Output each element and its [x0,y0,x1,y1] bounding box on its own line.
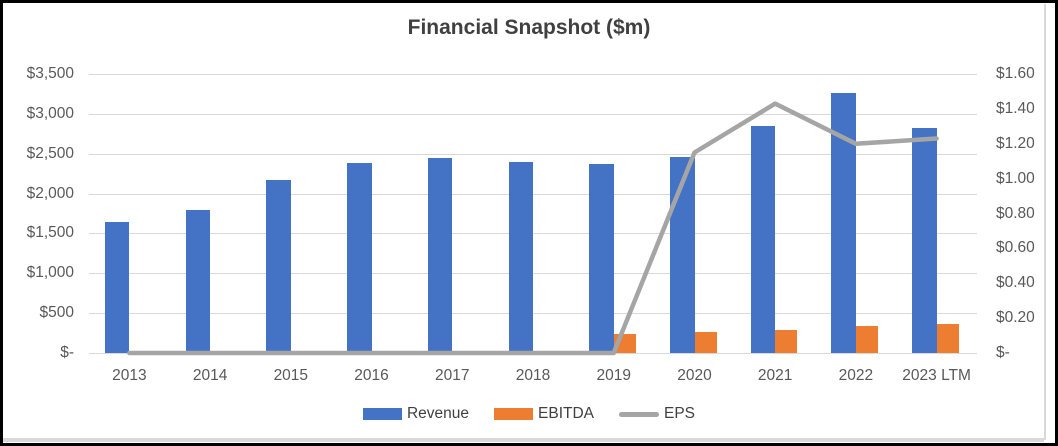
x-axis-category-label: 2021 [757,367,793,384]
left-axis-tick-label: $2,000 [26,184,74,202]
x-axis-category-label: 2017 [435,367,470,384]
x-axis-category-label: 2022 [838,367,874,384]
left-axis-tick-label: $2,500 [26,144,74,162]
right-axis-tick-label: $0.40 [996,274,1035,292]
legend-swatch-ebitda [494,408,534,420]
legend-label: Revenue [406,405,470,422]
legend: Revenue EBITDA EPS [0,405,1058,423]
gridline [89,193,977,195]
legend-label: EPS [664,405,696,422]
gridline [89,153,977,155]
x-axis-category-label: 2023 LTM [902,367,971,384]
ebitda-bar [775,329,798,353]
gridline [89,74,977,75]
legend-item-ebitda: EBITDA [494,405,594,423]
revenue-bar [670,156,695,353]
x-axis-category-label: 2014 [192,367,228,384]
eps-line-layer [127,101,939,356]
legend-swatch-eps-line [619,411,659,417]
chart-object-border-bottom [3,438,1044,442]
legend-item-revenue: Revenue [362,405,470,423]
revenue-bar [266,180,291,353]
chart-title: Financial Snapshot ($m) [407,16,651,39]
left-axis-tick-label: $1,500 [26,224,74,242]
left-axis-tick-label: $500 [39,304,74,322]
gridline [89,113,977,115]
right-axis-tick-label: $0.80 [996,204,1035,222]
right-axis-tick-label: $0.60 [996,239,1035,257]
revenue-bar [347,162,372,353]
eps-line [127,101,939,356]
left-axis-tick-label: $1,000 [26,264,74,282]
ebitda-bar [694,331,717,353]
revenue-bar [912,127,937,353]
x-axis-category-label: 2019 [596,367,631,384]
plot-area [89,74,977,356]
left-axis-tick-label: $3,000 [26,104,74,122]
revenue-bar [104,222,130,353]
legend-label: EBITDA [538,405,594,422]
gridline [89,313,977,315]
x-axis-category-label: 2016 [354,367,389,384]
x-axis-category-label: 2020 [677,367,712,384]
right-axis-tick-label: $0.20 [996,309,1035,327]
left-axis-tick-label: $3,500 [26,65,74,82]
right-axis-tick-label: $1.60 [996,65,1035,82]
revenue-bar [185,210,211,353]
gridline [89,233,977,235]
left-axis-tick-label: $- [60,344,74,361]
chart-object-border-right [1044,4,1046,440]
right-axis-tick-label: $1.40 [996,99,1035,117]
right-axis-tick-label: $1.20 [996,134,1035,152]
right-axis-tick-label: $1.00 [996,169,1035,187]
ebitda-bar [936,323,959,353]
ebitda-bar [855,325,878,353]
x-axis-category-label: 2013 [112,367,147,384]
x-axis-category-label: 2018 [515,367,551,384]
x-axis-category-label: 2015 [273,367,309,384]
legend-item-eps: EPS [619,405,695,423]
revenue-bar [508,161,533,353]
legend-swatch-revenue [362,408,402,420]
gridline [89,273,977,275]
revenue-bar [589,164,614,353]
revenue-bar [750,126,776,353]
revenue-bar [427,157,453,353]
right-axis-tick-label: $- [996,344,1010,361]
